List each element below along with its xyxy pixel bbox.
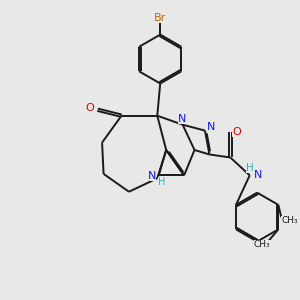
Text: N: N	[178, 114, 186, 124]
Text: H: H	[158, 177, 165, 187]
Text: N: N	[207, 122, 215, 132]
Text: CH₃: CH₃	[281, 217, 298, 226]
Text: N: N	[254, 170, 262, 180]
Text: H: H	[246, 163, 254, 173]
Text: CH₃: CH₃	[254, 240, 271, 249]
Text: N: N	[148, 171, 156, 181]
Text: O: O	[232, 127, 241, 137]
Text: O: O	[85, 103, 94, 113]
Text: Br: Br	[154, 13, 167, 22]
